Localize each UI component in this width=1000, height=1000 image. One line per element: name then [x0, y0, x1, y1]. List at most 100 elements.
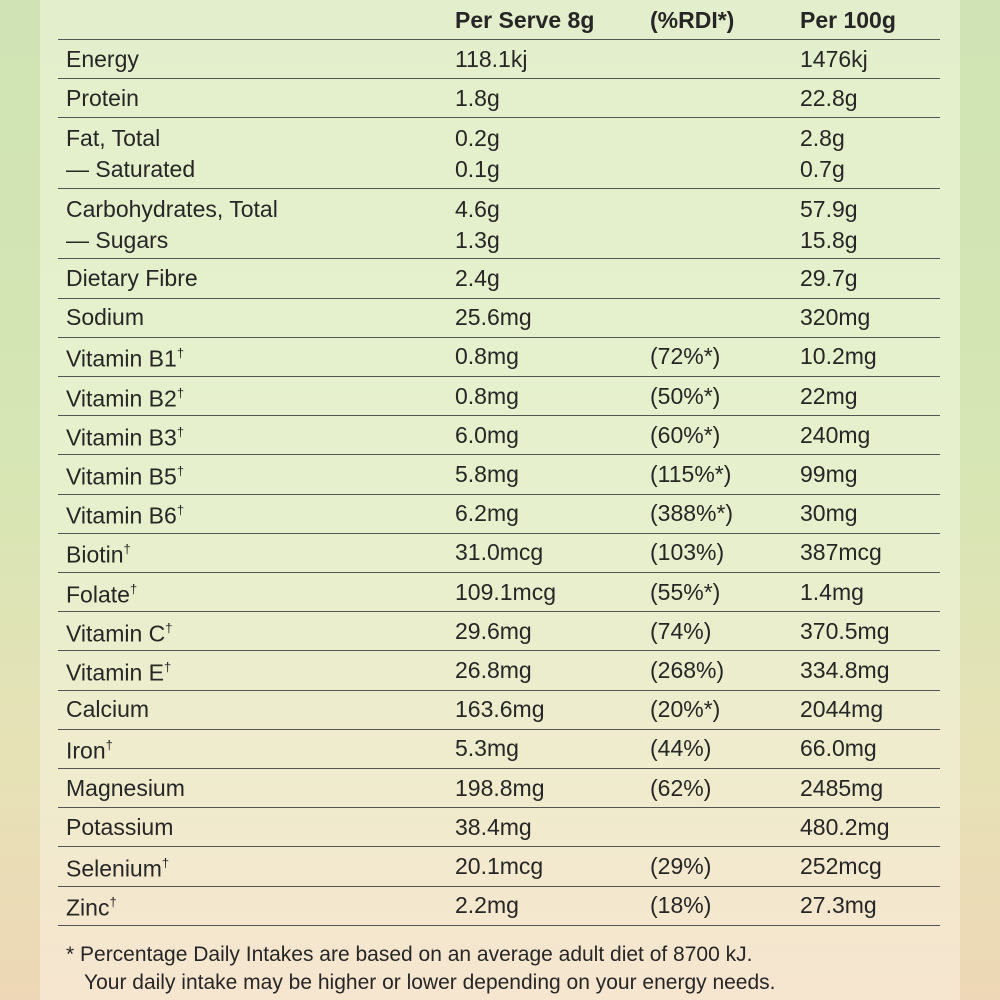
cell-per-100g: 29.7g	[800, 265, 858, 291]
cell-per-serve: 26.8mg	[455, 657, 532, 683]
nutrient-name: — Saturated	[66, 156, 196, 183]
nutrient-label: Vitamin B6†	[66, 498, 184, 529]
cell-per-serve: 4.6g	[455, 195, 500, 222]
divider	[58, 572, 940, 573]
column-header: Per 100g	[800, 7, 896, 33]
nutrient-label: Iron†	[66, 733, 113, 764]
footnote-mark: †	[123, 542, 131, 558]
cell-rdi: (388%*)	[650, 500, 734, 527]
divider	[58, 611, 940, 613]
nutrient-name: Potassium	[66, 813, 174, 840]
cell-per-100g: 15.8g	[800, 226, 858, 253]
nutrient-name: — Sugars	[66, 226, 169, 253]
cell-per-serve: 0.8mg	[455, 382, 519, 409]
footnote-mark: †	[176, 346, 185, 362]
footnote-mark: †	[109, 894, 117, 910]
cell-per-serve: 0.1g	[455, 156, 500, 183]
divider	[58, 807, 940, 809]
nutrient-label: Zinc†	[66, 890, 117, 921]
nutrient-label: Vitamin C†	[66, 615, 173, 646]
footnote-mark: †	[164, 659, 172, 675]
footnote-mark: †	[105, 738, 113, 754]
nutrient-name: Fat, Total	[66, 125, 161, 152]
cell-per-100g: 22.8g	[800, 84, 858, 111]
divider	[58, 258, 940, 260]
nutrient-label: Folate†	[66, 576, 137, 607]
divider	[58, 415, 940, 417]
nutrient-name: Protein	[66, 84, 139, 111]
cell-per-serve: 20.1mcg	[455, 853, 544, 879]
cell-per-100g: 1476kj	[800, 45, 868, 72]
nutrient-label: — Sugars	[66, 227, 168, 253]
cell-per-serve: 198.8mg	[455, 774, 545, 801]
cell-per-100g: 99mg	[800, 461, 858, 487]
cell-per-100g: 30mg	[800, 500, 858, 527]
nutrient-label: Vitamin B2†	[66, 380, 184, 411]
divider	[58, 376, 940, 377]
nutrient-name: Vitamin B5	[66, 463, 177, 490]
nutrient-label: Carbohydrates, Total	[66, 196, 278, 222]
footnote: * Percentage Daily Intakes are based on …	[66, 943, 753, 966]
footnote-mark: †	[176, 502, 185, 518]
nutrient-name: Energy	[66, 45, 139, 72]
cell-rdi: (18%)	[650, 892, 712, 919]
nutrient-label: Potassium	[66, 814, 173, 840]
cell-per-serve: 118.1kj	[455, 45, 528, 72]
cell-per-100g: 66.0mg	[800, 735, 877, 762]
cell-per-serve: 0.2g	[455, 125, 500, 152]
cell-per-serve: 38.4mg	[455, 813, 532, 840]
cell-per-serve: 25.6mg	[455, 304, 532, 331]
nutrient-name: Vitamin E	[66, 659, 165, 686]
cell-rdi: (50%*)	[650, 382, 721, 409]
cell-per-100g: 334.8mg	[800, 657, 890, 683]
nutrient-name: Iron	[66, 737, 106, 764]
nutrient-name: Dietary Fibre	[66, 265, 198, 291]
nutrient-name: Vitamin B2	[66, 384, 177, 411]
nutrient-label: Biotin†	[66, 537, 131, 568]
footnote-mark: †	[161, 855, 170, 871]
nutrient-name: Calcium	[66, 696, 150, 723]
cell-rdi: (72%*)	[650, 343, 721, 370]
nutrient-label: Protein	[66, 85, 139, 111]
divider	[58, 650, 940, 652]
cell-per-100g: 320mg	[800, 304, 871, 331]
cell-rdi: (268%)	[650, 657, 725, 683]
cell-rdi: (20%*)	[650, 696, 721, 723]
footnote-mark: †	[176, 424, 185, 440]
nutrient-label: Calcium	[66, 696, 149, 722]
divider	[58, 454, 940, 456]
cell-per-100g: 370.5mg	[800, 617, 890, 644]
nutrient-name: Folate	[66, 580, 130, 607]
cell-per-serve: 1.8g	[455, 84, 500, 111]
nutrient-name: Zinc	[66, 894, 110, 921]
nutrient-label: — Saturated	[66, 156, 195, 182]
cell-rdi: (29%)	[650, 853, 712, 879]
divider	[58, 728, 940, 730]
cell-per-serve: 31.0mcg	[455, 539, 544, 566]
cell-per-100g: 57.9g	[800, 195, 858, 222]
cell-rdi: (55%*)	[650, 578, 721, 605]
divider	[58, 117, 940, 119]
nutrient-name: Magnesium	[66, 774, 185, 801]
nutrient-label: Vitamin B5†	[66, 459, 185, 490]
cell-per-100g: 27.3mg	[800, 892, 877, 919]
column-header: Per Serve 8g	[455, 7, 595, 33]
nutrient-name: Selenium	[66, 855, 162, 882]
column-header: (%RDI*)	[650, 7, 735, 33]
cell-per-100g: 2.8g	[800, 125, 845, 152]
cell-per-serve: 29.6mg	[455, 617, 532, 644]
cell-per-serve: 2.2mg	[455, 892, 519, 919]
cell-per-serve: 6.0mg	[455, 421, 519, 448]
cell-per-100g: 22mg	[800, 382, 858, 409]
footnote-mark: †	[176, 463, 185, 479]
footnote-mark: †	[176, 385, 185, 401]
cell-per-serve: 6.2mg	[455, 500, 519, 527]
cell-per-100g: 2485mg	[800, 774, 884, 801]
divider	[58, 493, 940, 495]
nutrient-name: Vitamin B1	[66, 345, 177, 372]
cell-per-100g: 2044mg	[800, 696, 884, 723]
nutrient-name: Sodium	[66, 304, 144, 331]
footnote: Your daily intake may be higher or lower…	[84, 971, 776, 994]
divider	[58, 297, 940, 299]
